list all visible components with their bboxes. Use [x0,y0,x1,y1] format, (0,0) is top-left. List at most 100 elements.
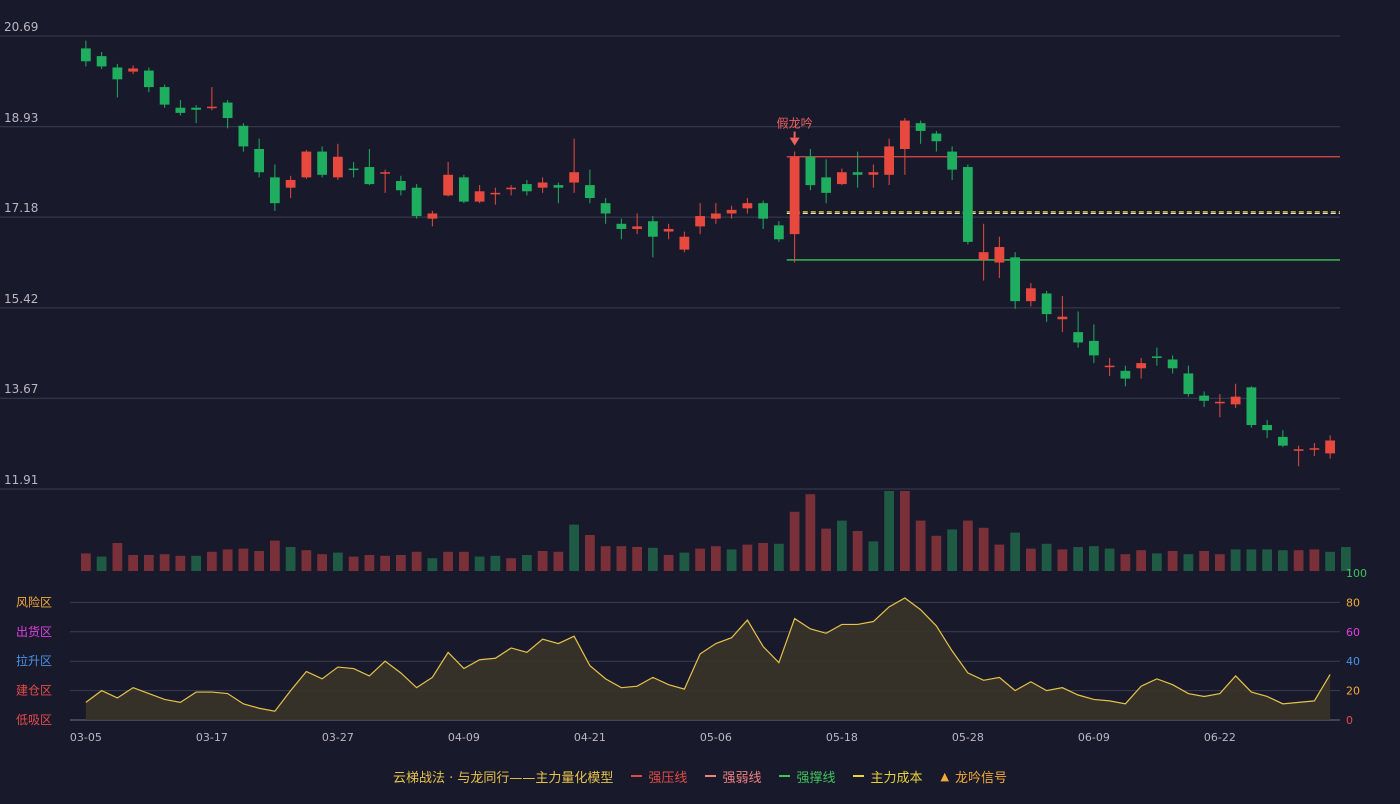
volume-bar [868,541,879,571]
legend-item-cost[interactable]: 主力成本 [853,767,922,786]
candle-body [1293,449,1304,451]
x-tick-label: 04-09 [448,731,480,744]
volume-bar [1214,554,1225,571]
x-tick-label: 03-17 [196,731,228,744]
candle-body [96,56,107,67]
volume-bar [1167,551,1178,571]
volume-bar [1246,549,1257,571]
volume-bar [805,494,816,571]
candle-body [490,192,501,195]
candle-body [553,185,564,188]
volume-bar [285,547,296,571]
volume-bar [915,520,926,571]
candle-body [584,185,595,199]
volume-bar [458,551,469,571]
volume-bar [1151,553,1162,571]
volume-bar [616,546,627,571]
volume-bar [994,544,1005,571]
volume-bar [1183,554,1194,571]
candle-body [632,226,643,229]
candle-body [269,177,280,204]
volume-bar [789,511,800,571]
volume-bar [222,549,233,571]
legend-item-resistance[interactable]: 强压线 [631,767,687,786]
volume-bar [1309,549,1320,571]
volume-bar [899,491,910,571]
legend-swatch-support [779,775,791,777]
volume-bar [175,555,186,571]
volume-bar [1041,543,1052,571]
candle-body [915,123,926,131]
volume-bar [443,551,454,571]
candle-body [474,191,485,202]
candle-body [1246,387,1257,426]
volume-bar [726,549,737,571]
candle-body [1010,257,1021,302]
volume-bar [380,555,391,571]
volume-bar [647,547,658,571]
volume-bar [1120,554,1131,571]
indicator-line [85,597,1331,712]
volume-bar [269,540,280,571]
zone-label: 出货区 [16,624,52,639]
candle-body [1104,365,1115,368]
zone-label: 低吸区 [16,713,52,727]
volume-bar [600,546,611,571]
volume-bar [695,548,706,571]
candle-body [994,247,1005,263]
candle-body [1025,288,1036,302]
candle-body [285,179,296,188]
candle-body [537,182,548,188]
volume-bar [474,556,485,571]
candle-body [1088,340,1099,356]
candle-body [254,148,265,173]
volume-bar [1325,551,1336,571]
candle-body [726,209,737,214]
legend-item-signal[interactable]: ▲ 龙吟信号 [940,769,1007,786]
candle-body [427,213,438,219]
candle-body [821,177,832,193]
price-tick-label: 11.91 [4,473,38,487]
candle-body [364,167,375,185]
candle-body [112,67,123,80]
volume-bar [962,520,973,571]
candle-body [175,107,186,113]
legend-item-support[interactable]: 强撑线 [779,767,835,786]
volume-bar [238,548,249,571]
candle-body [222,102,233,119]
indicator-area [85,597,1331,720]
candle-body [1151,356,1162,358]
candle-body [301,151,312,178]
triangle-icon: ▲ [940,769,949,783]
volume-bar [427,558,438,571]
candle-body [1167,359,1178,369]
x-tick-label: 06-09 [1078,731,1110,744]
volume-bar [773,543,784,571]
volume-bar [96,556,107,571]
volume-bar [710,546,721,571]
candle-body [758,203,769,219]
candle-body [348,168,359,171]
volume-bar [254,551,265,571]
candle-body [710,213,721,219]
legend-item-weak[interactable]: 强弱线 [705,767,761,786]
indicator-tick-label: 100 [1346,567,1367,580]
price-tick-label: 18.93 [4,111,38,125]
volume-bar [143,555,154,571]
volume-bar [1073,547,1084,571]
volume-bar [947,529,958,571]
volume-bar [537,551,548,571]
x-tick-label: 04-21 [574,731,606,744]
volume-bar [742,544,753,571]
volume-bar [364,555,375,571]
volume-bar [569,524,580,571]
candle-body [978,252,989,260]
candle-body [443,174,454,196]
volume-bar [1293,550,1304,571]
volume-bar [191,555,202,571]
candle-body [569,172,580,183]
zone-label: 拉升区 [16,653,52,668]
volume-bar [112,543,123,571]
candle-body [836,172,847,185]
x-tick-label: 03-05 [70,731,102,744]
